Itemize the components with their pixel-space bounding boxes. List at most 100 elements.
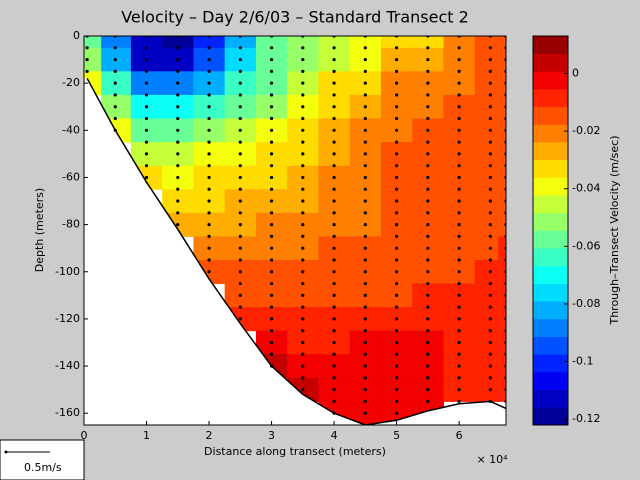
sample-point	[113, 128, 117, 132]
sample-point	[113, 57, 117, 62]
sample-point	[394, 364, 399, 368]
contour-cell	[498, 307, 506, 332]
sample-point	[238, 270, 242, 274]
sample-point	[301, 258, 305, 262]
sample-point	[332, 57, 336, 62]
sample-point	[363, 281, 367, 286]
sample-point	[457, 81, 461, 85]
sample-point	[238, 81, 242, 85]
sample-point	[332, 46, 336, 50]
sample-point	[426, 293, 430, 297]
sample-point	[426, 199, 430, 203]
sample-point	[394, 164, 399, 168]
sample-point	[488, 329, 492, 333]
x-tick-label: 0	[81, 429, 88, 442]
sample-point	[457, 199, 461, 203]
colorbar-band	[533, 71, 568, 90]
sample-point	[394, 376, 399, 380]
y-tick-label: -100	[55, 265, 80, 278]
colorbar-band	[533, 283, 568, 302]
sample-point	[426, 128, 430, 132]
sample-point	[394, 199, 399, 203]
sample-point	[332, 388, 336, 392]
colorbar-band	[533, 354, 568, 373]
sample-point	[301, 329, 305, 333]
sample-point	[488, 57, 492, 62]
sample-point	[426, 93, 430, 97]
sample-point	[363, 69, 367, 73]
colorbar-tick-label: -0.06	[572, 239, 600, 252]
sample-point	[457, 93, 461, 97]
sample-point	[238, 116, 242, 121]
sample-point	[332, 329, 336, 333]
sample-point	[426, 140, 430, 144]
sample-point	[176, 175, 180, 180]
sample-point	[394, 46, 399, 50]
sample-point	[269, 105, 274, 109]
sample-point	[488, 270, 492, 274]
sample-point	[269, 293, 274, 297]
sample-point	[301, 234, 305, 238]
sample-point	[301, 93, 305, 97]
contour-cell	[474, 189, 499, 214]
sample-point	[238, 152, 242, 156]
sample-point	[394, 81, 399, 85]
colorbar-tick-label: -0.1	[572, 355, 593, 368]
sample-point	[457, 364, 461, 368]
contour-cell	[474, 307, 499, 332]
sample-point	[113, 46, 117, 50]
sample-point	[457, 399, 461, 404]
sample-point	[426, 388, 430, 392]
bottom-line	[86, 78, 506, 425]
sample-point	[457, 281, 461, 286]
sample-point	[394, 223, 399, 227]
colorbar-band	[533, 36, 568, 54]
sample-point	[144, 175, 149, 180]
sample-point	[238, 175, 242, 180]
sample-point	[176, 164, 180, 168]
sample-point	[144, 140, 149, 144]
sample-point	[457, 270, 461, 274]
sample-point	[488, 152, 492, 156]
sample-point	[269, 81, 274, 85]
colorbar-band	[533, 212, 568, 231]
sample-point	[269, 329, 274, 333]
sample-point	[269, 164, 274, 168]
sample-point	[238, 199, 242, 203]
plot-frame	[83, 35, 507, 426]
sample-point	[394, 152, 399, 156]
sample-point	[176, 211, 180, 215]
sample-point	[394, 105, 399, 109]
sample-point	[426, 57, 430, 62]
colorbar-label: Through–Transect Velocity (m/sec)	[608, 135, 621, 325]
sample-point	[238, 57, 242, 62]
sample-point	[457, 352, 461, 356]
sample-point	[301, 187, 305, 191]
scale-label: 0.5m/s	[24, 461, 62, 474]
sample-point	[238, 281, 242, 286]
sample-point	[332, 246, 336, 250]
sample-point	[426, 152, 430, 156]
sample-point	[332, 116, 336, 121]
sample-point	[363, 152, 367, 156]
sample-point	[457, 175, 461, 180]
sample-point	[301, 352, 305, 356]
sample-point	[301, 376, 305, 380]
contour-cell	[287, 36, 319, 49]
y-tick-label: -20	[62, 76, 80, 89]
sample-point	[363, 211, 367, 215]
sample-point	[363, 305, 367, 309]
sample-point	[363, 223, 367, 227]
y-tick-label: -60	[62, 170, 80, 183]
colorbar-band	[533, 53, 568, 72]
sample-point	[488, 364, 492, 368]
x-tick-label: 6	[456, 429, 463, 442]
contour-cell	[380, 36, 413, 49]
chart-title: Velocity – Day 2/6/03 – Standard Transec…	[121, 8, 469, 27]
sample-point	[207, 128, 211, 132]
contour-cell	[498, 259, 506, 285]
sample-point	[363, 340, 367, 345]
contour-cell	[498, 165, 506, 190]
sample-point	[363, 258, 367, 262]
